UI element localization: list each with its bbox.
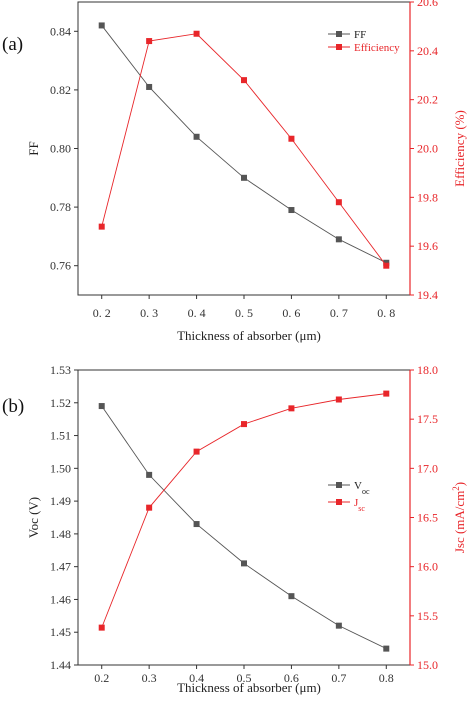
- right-axis-title: Jsc (mA/cm2): [451, 482, 467, 553]
- left-tick-label: 1.50: [50, 461, 71, 475]
- x-tick-label: 0. 3: [140, 306, 158, 320]
- x-tick-label: 0.7: [331, 671, 346, 685]
- series-0-point: [98, 22, 105, 29]
- series-0-point: [241, 174, 247, 181]
- x-tick-label: 0. 2: [93, 306, 111, 320]
- series-1-point: [288, 405, 295, 412]
- series-1-point: [335, 396, 342, 403]
- series-line-1: [101, 393, 387, 628]
- legend-marker: [336, 31, 342, 37]
- right-tick-label: 19.4: [417, 288, 438, 302]
- series-0-point: [335, 622, 342, 629]
- right-tick-label: 16.5: [417, 511, 438, 525]
- series-1-point: [193, 448, 200, 455]
- legend-label: FF: [354, 29, 366, 41]
- x-tick-label: 0.3: [142, 671, 157, 685]
- right-tick-label: 20.2: [417, 93, 438, 107]
- x-tick-label: 0.2: [94, 671, 109, 685]
- series-0-point: [288, 593, 295, 600]
- series-0-point: [193, 133, 200, 140]
- series-1-point: [335, 199, 342, 206]
- legend-marker: [336, 44, 342, 50]
- legend-marker: [336, 482, 342, 488]
- right-tick-label: 20.4: [417, 44, 438, 58]
- right-tick-label: 20.0: [417, 142, 438, 156]
- series-0-point: [241, 560, 247, 567]
- right-tick-label: 20.6: [417, 0, 438, 9]
- x-tick-label: 0. 7: [330, 306, 348, 320]
- left-axis-title: FF: [26, 141, 41, 155]
- panel-label: (b): [2, 396, 24, 417]
- left-tick-label: 1.51: [50, 429, 71, 443]
- series-1-point: [98, 624, 105, 631]
- series-1-point: [241, 421, 247, 428]
- right-tick-label: 15.5: [417, 609, 438, 623]
- x-tick-label: 0.8: [379, 671, 394, 685]
- series-1-point: [146, 504, 153, 511]
- right-tick-label: 19.6: [417, 239, 438, 253]
- right-tick-label: 17.0: [417, 461, 438, 475]
- legend-marker: [336, 499, 342, 505]
- series-1-point: [241, 77, 247, 84]
- x-tick-label: 0.5: [237, 671, 252, 685]
- left-tick-label: 1.46: [50, 592, 71, 606]
- left-tick-label: 0.78: [50, 200, 71, 214]
- series-0-point: [146, 83, 153, 90]
- right-axis-title: Efficiency (%): [452, 110, 467, 187]
- series-1-point: [98, 223, 105, 230]
- series-1-point: [383, 262, 390, 269]
- series-0-point: [335, 236, 342, 243]
- right-tick-label: 19.8: [417, 190, 438, 204]
- x-tick-label: 0.4: [189, 671, 204, 685]
- left-tick-label: 1.49: [50, 494, 71, 508]
- right-tick-label: 15.0: [417, 658, 438, 672]
- series-0-point: [193, 521, 200, 528]
- series-0-point: [98, 403, 105, 410]
- panel-b: (b) 1.44 1.45 1.46 1.47 1.48 1.49 1.50 1.51 1.52 1…: [2, 363, 467, 695]
- panel-label: (a): [2, 34, 23, 55]
- series-1-point: [288, 135, 295, 142]
- left-tick-label: 0.80: [50, 142, 71, 156]
- x-axis-title: Thickness of absorber (μm): [177, 328, 321, 343]
- right-tick-label: 16.0: [417, 560, 438, 574]
- left-tick-label: 1.47: [50, 560, 71, 574]
- series-0-point: [146, 471, 153, 478]
- series-0-point: [288, 207, 295, 214]
- legend-label: Efficiency: [354, 42, 400, 54]
- left-tick-label: 0.76: [50, 259, 71, 273]
- series-1-point: [383, 390, 390, 397]
- panel-a: (a) 0.76 0.78 0.80 0.82 0.84 19.4 19.6 19.8 20.0 2…: [2, 0, 467, 343]
- left-tick-label: 1.53: [50, 363, 71, 377]
- x-tick-label: 0. 6: [282, 306, 300, 320]
- x-tick-label: 0. 8: [377, 306, 395, 320]
- x-tick-label: 0. 5: [235, 306, 253, 320]
- left-axis-title: Voc (V): [26, 497, 41, 538]
- series-line-1: [101, 33, 387, 266]
- x-tick-label: 0.6: [284, 671, 299, 685]
- left-tick-label: 0.82: [50, 83, 71, 97]
- right-tick-label: 17.5: [417, 412, 438, 426]
- right-tick-label: 18.0: [417, 363, 438, 377]
- left-tick-label: 1.45: [50, 625, 71, 639]
- legend-label: Voc: [354, 480, 370, 496]
- left-tick-label: 1.52: [50, 396, 71, 410]
- x-axis-title: Thickness of absorber (μm): [177, 680, 321, 695]
- series-1-point: [193, 30, 200, 37]
- x-tick-label: 0. 4: [188, 306, 206, 320]
- plot-frame: [77, 369, 411, 666]
- series-1-point: [146, 38, 153, 45]
- left-tick-label: 1.48: [50, 527, 71, 541]
- left-tick-label: 1.44: [50, 658, 71, 672]
- left-tick-label: 0.84: [50, 24, 71, 38]
- series-0-point: [383, 645, 390, 652]
- series-line-0: [101, 405, 387, 650]
- legend-label: Jsc: [354, 497, 365, 513]
